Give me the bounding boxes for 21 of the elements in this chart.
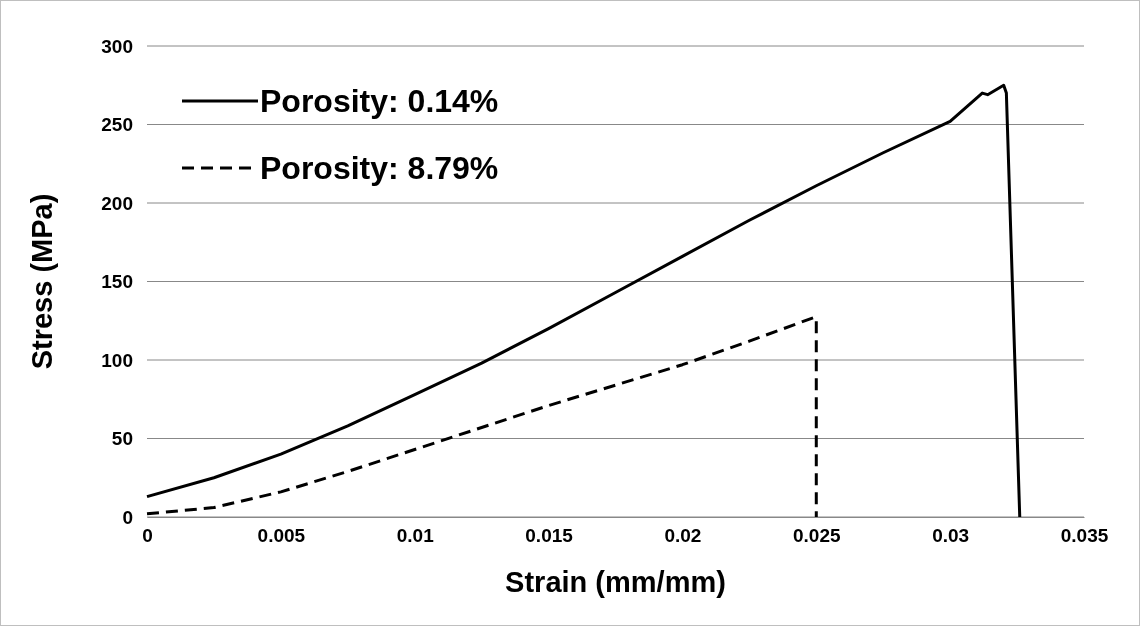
legend-label: Porosity: 0.14% [260,83,499,119]
x-tick-label: 0.01 [396,525,435,547]
y-tick-label: 50 [111,428,133,450]
x-tick-label: 0.02 [664,525,702,547]
y-tick-label: 100 [101,349,133,371]
y-tick-label: 150 [101,271,133,293]
x-tick-label: 0.03 [932,525,970,547]
x-tick-label: 0 [142,525,153,547]
x-axis-title: Strain (mm/mm) [505,566,726,598]
y-tick-label: 200 [101,192,133,214]
line-series [145,83,1022,519]
legend-label: Porosity: 8.79% [260,150,499,186]
x-tick-label: 0.005 [257,525,306,547]
y-tick-label: 300 [101,35,133,57]
y-tick-label: 0 [122,506,133,528]
line-series [145,316,818,519]
y-axis-title: Stress (MPa) [26,193,58,370]
x-tick-label: 0.015 [525,525,574,547]
y-tick-label: 250 [101,114,133,136]
x-tick-label: 0.025 [793,525,841,547]
x-tick-label: 0.035 [1060,525,1109,547]
